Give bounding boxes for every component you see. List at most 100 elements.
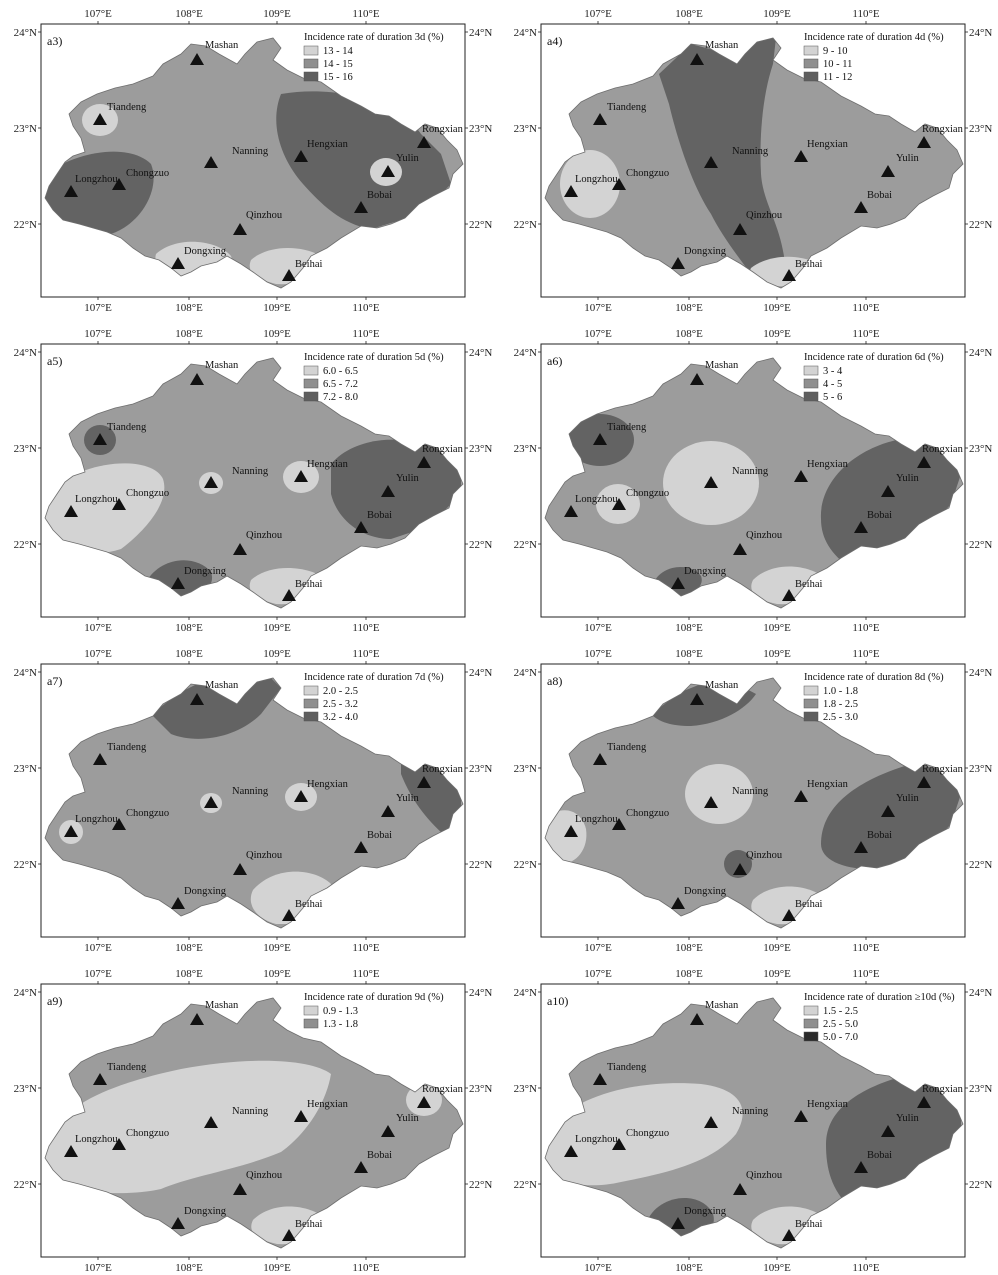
legend-range-label: 1.0 - 1.8 [823, 686, 858, 697]
legend-range-label: 1.3 - 1.8 [323, 1019, 358, 1030]
station-marker-icon [204, 1116, 218, 1128]
legend-swatch [303, 58, 319, 69]
legend-range-label: 6.0 - 6.5 [323, 366, 358, 377]
legend-title: Incidence rate of duration 3d (%) [304, 32, 444, 43]
station-label: Nanning [232, 1106, 269, 1117]
station-label: Longzhou [75, 1134, 118, 1145]
legend-swatch [803, 58, 819, 69]
panel-label: a7) [47, 674, 62, 688]
station-label: Nanning [232, 146, 269, 157]
station-label: Longzhou [575, 174, 618, 185]
station-label: Rongxian [422, 1084, 464, 1095]
longitude-label: 109°E [263, 968, 291, 980]
station-marker-icon [881, 165, 895, 177]
station-marker-icon [881, 1125, 895, 1137]
station-label: Hengxian [307, 1099, 349, 1110]
station-label: Beihai [295, 259, 322, 270]
station-marker-icon [282, 589, 296, 601]
legend: Incidence rate of duration 5d (%) 6.0 - 6… [303, 352, 444, 403]
region-outline [544, 997, 964, 1249]
latitude-label: 22°N [14, 1179, 37, 1191]
zone-dark [724, 850, 752, 878]
longitude-label: 110°E [352, 1262, 379, 1274]
longitude-label: 107°E [84, 302, 112, 314]
station-marker-icon [294, 470, 308, 482]
legend-swatch [303, 1018, 319, 1029]
station-label: Bobai [367, 830, 392, 841]
longitude-label: 108°E [175, 968, 203, 980]
longitude-label: 110°E [352, 8, 379, 20]
legend-swatch [803, 698, 819, 709]
station-marker-icon [564, 825, 578, 837]
latitude-label: 23°N [514, 443, 537, 455]
longitude-label: 108°E [675, 968, 703, 980]
station-marker-icon [294, 790, 308, 802]
station-label: Yulin [896, 1113, 920, 1124]
station-marker-icon [593, 753, 607, 765]
legend-swatch [303, 45, 319, 56]
station-marker-icon [93, 113, 107, 125]
map-panel-a5: 107°E 107°E 108°E 108°E 109°E 109°E 110°E 110°E… [14, 328, 493, 634]
station-marker-icon [671, 1217, 685, 1229]
station-label: Hengxian [307, 779, 349, 790]
station-marker-icon [782, 589, 796, 601]
station-marker-icon [593, 113, 607, 125]
legend-swatch [303, 1005, 319, 1016]
longitude-label: 107°E [584, 302, 612, 314]
longitude-label: 109°E [763, 8, 791, 20]
longitude-label: 109°E [763, 942, 791, 954]
legend-range-label: 5.0 - 7.0 [823, 1032, 858, 1043]
longitude-label: 108°E [175, 302, 203, 314]
latitude-label: 24°N [514, 347, 537, 359]
longitude-label: 108°E [175, 8, 203, 20]
legend-range-label: 15 - 16 [323, 72, 353, 83]
legend-range-label: 7.2 - 8.0 [323, 392, 358, 403]
station-marker-icon [93, 1073, 107, 1085]
station-marker-icon [564, 505, 578, 517]
station-marker-icon [233, 1183, 247, 1195]
panel-label: a9) [47, 994, 62, 1008]
station-label: Rongxian [422, 444, 464, 455]
zone-light [45, 1060, 331, 1194]
legend-title: Incidence rate of duration 5d (%) [304, 352, 444, 363]
panel-label: a10) [547, 994, 568, 1008]
latitude-label: 22°N [514, 539, 537, 551]
station-marker-icon [690, 373, 704, 385]
panel-label: a8) [547, 674, 562, 688]
station-marker-icon [733, 863, 747, 875]
latitude-label: 22°N [14, 219, 37, 231]
latitude-label: 22°N [514, 1179, 537, 1191]
legend-title: Incidence rate of duration 4d (%) [804, 32, 944, 43]
station-label: Beihai [795, 259, 822, 270]
station-marker-icon [564, 1145, 578, 1157]
station-label: Longzhou [575, 494, 618, 505]
latitude-label: 24°N [469, 987, 492, 999]
legend-swatch [303, 365, 319, 376]
map-panel-a10: 107°E 107°E 108°E 108°E 109°E 109°E 110°E 110°E… [514, 968, 993, 1274]
station-marker-icon [612, 178, 626, 190]
latitude-label: 22°N [469, 539, 492, 551]
station-label: Bobai [867, 510, 892, 521]
longitude-label: 110°E [852, 302, 879, 314]
station-label: Qinzhou [746, 530, 783, 541]
panel-label: a5) [47, 354, 62, 368]
station-label: Rongxian [922, 1084, 964, 1095]
longitude-label: 110°E [852, 328, 879, 340]
station-label: Tiandeng [607, 742, 647, 753]
station-label: Qinzhou [746, 850, 783, 861]
longitude-label: 107°E [84, 328, 112, 340]
panel-label: a6) [547, 354, 562, 368]
station-label: Qinzhou [746, 210, 783, 221]
longitude-label: 109°E [763, 968, 791, 980]
station-label: Dongxing [684, 566, 727, 577]
map-panel-a9: 107°E 107°E 108°E 108°E 109°E 109°E 110°E 110°E… [14, 968, 493, 1274]
legend: Incidence rate of duration 7d (%) 2.0 - 2… [303, 672, 444, 723]
legend-swatch [803, 365, 819, 376]
longitude-label: 107°E [584, 622, 612, 634]
station-marker-icon [612, 498, 626, 510]
latitude-label: 23°N [14, 123, 37, 135]
station-marker-icon [917, 1096, 931, 1108]
legend-title: Incidence rate of duration 9d (%) [304, 992, 444, 1003]
legend-title: Incidence rate of duration ≥10d (%) [804, 992, 955, 1003]
